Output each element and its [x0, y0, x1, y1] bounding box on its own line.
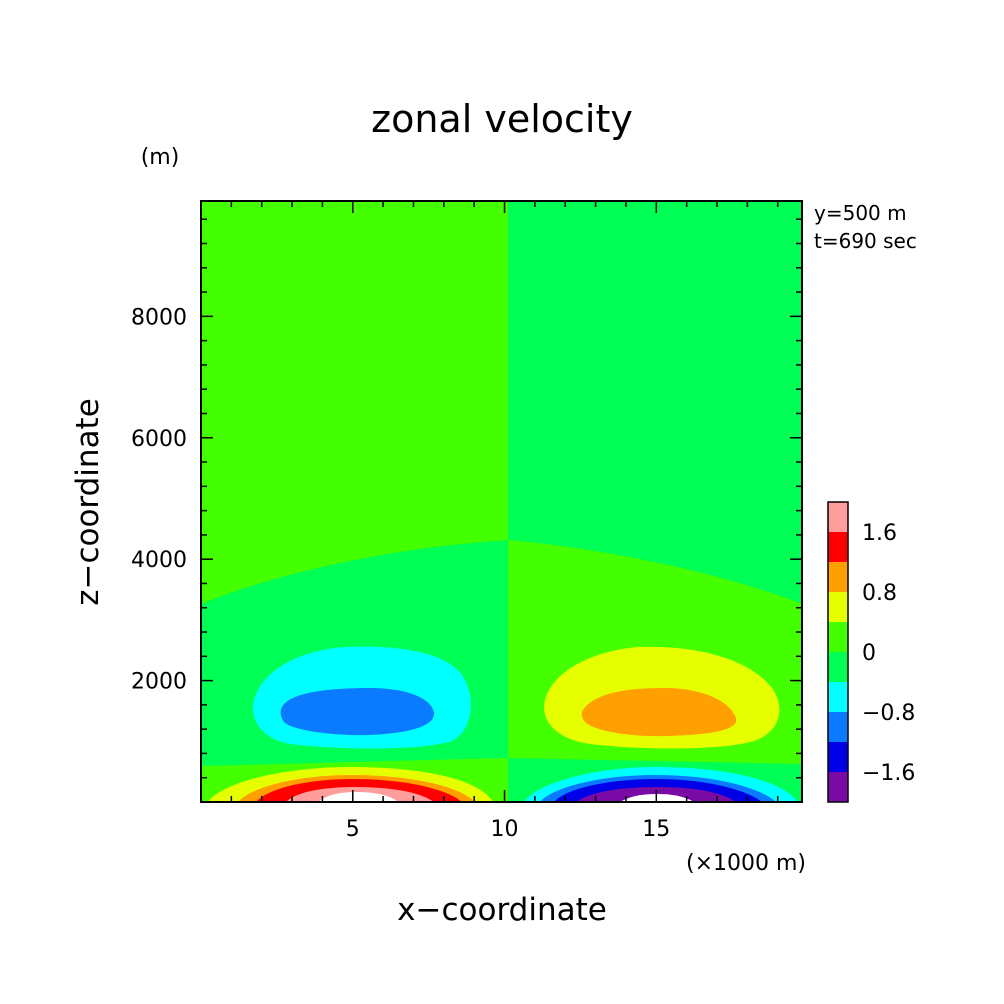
- x-tick-label: 5: [346, 817, 360, 842]
- colorbar-swatch: [828, 622, 848, 652]
- y-tick-labels: 2000 4000 6000 8000: [131, 305, 187, 694]
- colorbar-swatch: [828, 532, 848, 562]
- y-unit-label: (m): [141, 145, 180, 170]
- y-axis-label: z−coordinate: [70, 398, 106, 606]
- colorbar: [827, 501, 849, 803]
- y-tick-label: 4000: [131, 548, 187, 573]
- y-tick-label: 2000: [131, 670, 187, 695]
- x-tick-label: 15: [642, 817, 670, 842]
- cell-left-core: [280, 688, 435, 736]
- colorbar-swatch: [828, 742, 848, 772]
- colorbar-swatch: [828, 682, 848, 712]
- x-axis-ticks: [230, 201, 779, 802]
- x-tick-labels: 5 10 15: [346, 817, 671, 842]
- colorbar-tick-label: −1.6: [862, 761, 915, 786]
- plot-frame: [200, 200, 803, 803]
- colorbar-tick-label: −0.8: [862, 701, 915, 726]
- colorbar-tick-label: 0.8: [862, 581, 897, 606]
- colorbar-labels: −1.6 −0.8 0 0.8 1.6: [862, 521, 915, 786]
- cell-right-core: [581, 688, 737, 737]
- jet-left-max: [318, 792, 398, 802]
- chart-title: zonal velocity: [371, 97, 633, 141]
- y-axis-ticks: [201, 218, 802, 779]
- colorbar-swatch: [828, 562, 848, 592]
- colorbar-tick-label: 0: [862, 641, 876, 666]
- x-unit-label: (×1000 m): [686, 851, 806, 876]
- colorbar-swatch: [828, 502, 848, 532]
- x-tick-label: 10: [491, 817, 519, 842]
- colorbar-swatch: [828, 592, 848, 622]
- colorbar-swatch: [828, 712, 848, 742]
- y-tick-label: 8000: [131, 305, 187, 330]
- x-axis-label: x−coordinate: [397, 892, 607, 928]
- colorbar-tick-label: 1.6: [862, 521, 897, 546]
- colorbar-swatch: [828, 772, 848, 802]
- contour-fills: [201, 201, 802, 802]
- annotation-t: t=690 sec: [814, 229, 917, 253]
- colorbar-swatch: [828, 652, 848, 682]
- colorbar-frame: [827, 501, 849, 803]
- annotation-y: y=500 m: [814, 201, 907, 225]
- y-tick-label: 6000: [131, 427, 187, 452]
